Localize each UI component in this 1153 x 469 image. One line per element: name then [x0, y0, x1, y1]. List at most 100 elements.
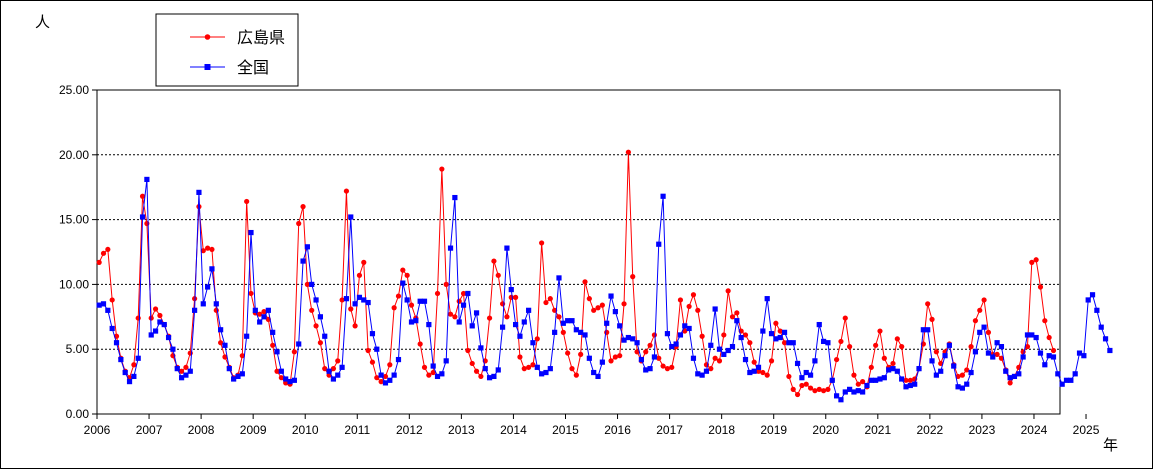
data-point-national	[851, 389, 857, 395]
legend-label-hiroshima: 広島県	[237, 28, 285, 47]
data-point-hiroshima	[339, 297, 345, 303]
data-point-national	[148, 332, 154, 338]
data-point-hiroshima	[634, 349, 640, 355]
data-point-national	[1068, 377, 1074, 383]
data-point-hiroshima	[716, 358, 723, 364]
data-point-national	[686, 325, 692, 332]
series-group	[96, 149, 1113, 403]
data-point-hiroshima	[539, 240, 545, 246]
data-point-national	[582, 332, 588, 338]
data-point-hiroshima	[1050, 347, 1057, 354]
data-point-national	[942, 353, 948, 359]
data-point-national	[907, 382, 913, 389]
data-point-hiroshima	[847, 344, 853, 350]
data-point-national	[456, 319, 462, 325]
data-point-hiroshima	[725, 288, 731, 294]
data-point-national	[270, 329, 276, 335]
data-point-national	[287, 379, 293, 385]
data-point-national	[612, 309, 618, 315]
data-point-national	[382, 380, 389, 386]
data-point-hiroshima	[135, 315, 141, 321]
data-point-hiroshima	[964, 367, 970, 373]
data-point-hiroshima	[139, 193, 146, 199]
data-point-national	[977, 329, 983, 335]
data-point-national	[439, 371, 445, 377]
data-point-hiroshima	[526, 364, 532, 370]
data-point-national	[964, 381, 970, 387]
data-point-national	[460, 302, 467, 308]
data-point-hiroshima	[712, 355, 718, 361]
data-point-hiroshima	[178, 368, 185, 374]
legend-label-national: 全国	[237, 58, 269, 77]
data-point-national	[768, 331, 775, 337]
data-point-hiroshima	[972, 318, 979, 324]
data-point-hiroshima	[599, 302, 605, 308]
data-point-national	[773, 336, 779, 342]
data-point-national	[703, 368, 710, 374]
data-point-national	[1089, 292, 1096, 298]
data-point-national	[803, 369, 809, 376]
data-point-national	[1003, 368, 1009, 374]
data-point-hiroshima	[595, 305, 601, 311]
data-point-national	[556, 275, 562, 281]
gridlines	[97, 154, 1060, 350]
data-point-hiroshima	[968, 344, 974, 350]
data-point-national	[313, 297, 319, 303]
data-point-hiroshima	[1037, 284, 1044, 290]
data-point-national	[300, 258, 306, 264]
data-point-national	[1081, 353, 1087, 359]
data-point-national	[96, 302, 102, 308]
data-point-national	[573, 327, 579, 333]
data-point-hiroshima	[465, 347, 471, 354]
data-point-national	[1029, 332, 1035, 338]
data-point-national	[764, 296, 770, 302]
data-point-national	[669, 344, 675, 350]
data-point-national	[304, 244, 310, 250]
data-point-national	[721, 351, 727, 357]
data-point-national	[912, 381, 918, 387]
data-point-hiroshima	[300, 204, 306, 210]
data-point-hiroshima	[96, 259, 102, 265]
data-point-hiroshima	[1046, 334, 1052, 341]
data-point-national	[1007, 375, 1013, 381]
data-point-hiroshima	[760, 369, 766, 376]
data-point-national	[113, 340, 120, 346]
data-point-hiroshima	[313, 323, 319, 329]
data-point-hiroshima	[816, 386, 822, 392]
data-point-national	[408, 319, 415, 325]
data-point-hiroshima	[291, 349, 297, 355]
data-point-hiroshima	[100, 250, 107, 256]
data-point-national	[443, 358, 449, 364]
data-point-national	[473, 310, 480, 316]
data-point-hiroshima	[682, 328, 688, 334]
x-tick-label: 2017	[656, 423, 683, 437]
data-point-hiroshima	[218, 340, 224, 346]
data-point-national	[413, 318, 419, 324]
data-point-hiroshima	[959, 372, 965, 378]
data-point-national	[118, 356, 124, 363]
data-point-national	[729, 344, 736, 350]
data-point-hiroshima	[1024, 344, 1031, 350]
data-point-national	[1046, 353, 1052, 359]
data-point-hiroshima	[586, 296, 592, 302]
data-point-national	[252, 307, 258, 313]
data-point-national	[621, 337, 627, 343]
data-point-national	[144, 176, 150, 183]
data-point-national	[1107, 347, 1113, 354]
data-point-hiroshima	[625, 149, 631, 155]
data-point-national	[100, 301, 107, 307]
data-point-national	[643, 367, 649, 373]
data-point-hiroshima	[244, 198, 250, 205]
data-point-hiroshima	[131, 362, 137, 368]
data-point-national	[178, 375, 185, 381]
data-point-national	[816, 321, 822, 328]
x-tick-label: 2009	[240, 423, 267, 437]
data-point-hiroshima	[547, 296, 553, 302]
data-point-national	[521, 319, 527, 325]
data-point-national	[903, 384, 909, 390]
data-point-national	[365, 299, 371, 306]
data-point-national	[807, 372, 814, 378]
data-point-hiroshima	[408, 302, 415, 308]
data-point-hiroshima	[838, 338, 844, 345]
data-point-hiroshima	[257, 311, 263, 317]
